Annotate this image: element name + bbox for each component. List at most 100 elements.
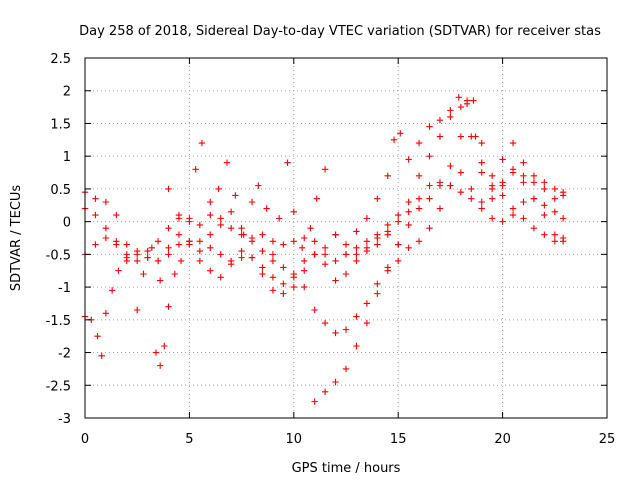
- point-marker: [192, 166, 199, 173]
- point-marker: [154, 238, 162, 245]
- point-marker: [447, 107, 454, 114]
- point-marker: [207, 211, 214, 219]
- point-marker: [280, 290, 287, 297]
- point-marker: [541, 231, 548, 238]
- y-tick-label: -3: [58, 412, 71, 427]
- point-marker: [374, 234, 381, 242]
- point-marker: [541, 185, 548, 193]
- y-tick-label: -2.5: [46, 379, 71, 394]
- point-marker: [353, 313, 360, 320]
- point-marker: [134, 306, 141, 314]
- point-marker: [520, 179, 527, 186]
- point-marker: [290, 283, 297, 291]
- point-marker: [499, 156, 506, 163]
- point-marker: [363, 319, 371, 327]
- point-marker: [426, 123, 433, 130]
- point-marker: [248, 234, 256, 242]
- point-marker: [395, 218, 402, 225]
- point-marker: [509, 205, 517, 212]
- point-marker: [455, 94, 462, 101]
- point-marker: [395, 211, 402, 219]
- point-marker: [332, 277, 339, 284]
- point-marker: [415, 238, 423, 245]
- y-tick-label: 1: [63, 150, 71, 165]
- point-marker: [478, 205, 485, 212]
- plot-frame: [84, 57, 608, 419]
- point-marker: [342, 270, 350, 278]
- point-marker: [405, 221, 412, 229]
- point-marker: [207, 231, 214, 238]
- point-marker: [269, 287, 277, 294]
- point-marker: [269, 257, 277, 265]
- y-tick-label: 2: [63, 85, 71, 100]
- point-marker: [321, 166, 329, 173]
- point-marker: [134, 257, 141, 265]
- point-marker: [313, 195, 320, 202]
- point-marker: [415, 172, 423, 180]
- point-marker: [384, 228, 391, 235]
- point-marker: [92, 211, 99, 219]
- point-marker: [488, 215, 496, 222]
- point-marker: [384, 221, 391, 229]
- point-marker: [198, 139, 206, 147]
- point-marker: [478, 159, 485, 166]
- point-marker: [102, 224, 110, 232]
- point-marker: [165, 224, 172, 232]
- point-marker: [353, 244, 360, 252]
- point-marker: [269, 251, 277, 258]
- point-marker: [248, 198, 256, 206]
- point-marker: [342, 326, 350, 333]
- point-marker: [342, 241, 350, 248]
- point-marker: [290, 208, 297, 216]
- point-marker: [227, 208, 235, 216]
- y-tick-label: -2: [58, 347, 71, 362]
- point-marker: [541, 179, 548, 186]
- point-marker: [395, 257, 402, 265]
- point-marker: [215, 185, 222, 193]
- point-marker: [186, 218, 193, 225]
- point-marker: [280, 241, 287, 248]
- point-marker: [374, 241, 381, 248]
- chart-title: Day 258 of 2018, Sidereal Day-to-day VTE…: [79, 24, 601, 39]
- point-marker: [447, 113, 454, 121]
- series-track-3: [81, 103, 567, 360]
- point-marker: [520, 198, 527, 206]
- point-marker: [374, 195, 381, 202]
- axis-ticks: 0 5 10 15 20 25 -3 -2.5 -2 -1.5 -1 -0.5 0 0.5 1 1.5 2 2.5: [46, 52, 616, 447]
- point-marker: [280, 280, 287, 288]
- point-marker: [530, 195, 538, 202]
- point-marker: [298, 244, 306, 252]
- point-marker: [290, 238, 297, 245]
- point-marker: [207, 198, 214, 206]
- point-marker: [321, 388, 329, 396]
- point-marker: [426, 152, 433, 160]
- point-marker: [284, 159, 291, 166]
- x-axis-title: GPS time / hours: [292, 461, 401, 476]
- point-marker: [499, 179, 506, 186]
- data-marks: [81, 94, 567, 405]
- point-marker: [171, 270, 178, 278]
- point-marker: [207, 267, 214, 274]
- point-marker: [541, 202, 548, 209]
- point-marker: [353, 251, 360, 258]
- point-marker: [259, 247, 266, 255]
- point-marker: [520, 172, 527, 180]
- point-marker: [123, 257, 130, 265]
- point-marker: [457, 103, 465, 111]
- point-marker: [238, 247, 245, 255]
- grid: [85, 58, 607, 418]
- point-marker: [426, 195, 433, 202]
- point-marker: [559, 215, 567, 222]
- point-marker: [238, 254, 245, 261]
- point-marker: [301, 267, 308, 274]
- point-marker: [301, 283, 308, 291]
- point-marker: [405, 208, 412, 216]
- point-marker: [509, 139, 517, 147]
- series-track-5: [311, 97, 567, 405]
- point-marker: [165, 303, 172, 310]
- point-marker: [390, 136, 398, 144]
- x-tick-label: 25: [599, 432, 616, 447]
- y-tick-label: 0.5: [50, 183, 71, 198]
- point-marker: [530, 224, 538, 232]
- point-marker: [447, 182, 454, 189]
